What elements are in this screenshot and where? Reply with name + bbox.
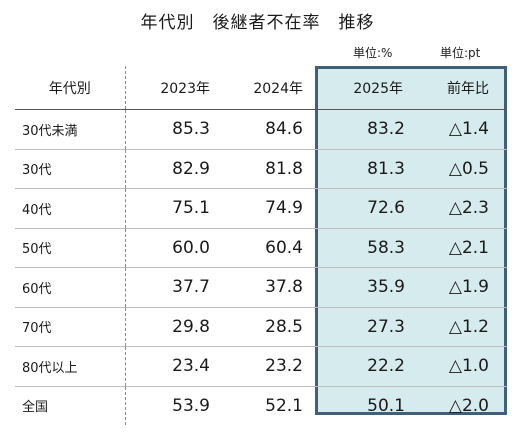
header-2023: 2023年 — [125, 66, 222, 110]
yoy-change-cell: △2.1 — [415, 228, 507, 268]
value-2023-cell: 60.0 — [125, 228, 222, 268]
value-2024-cell: 23.2 — [222, 346, 315, 387]
unit-percent-label: 単位:% — [353, 46, 393, 60]
value-2024-cell: 52.1 — [265, 395, 303, 416]
yoy-change-cell: △1.0 — [415, 346, 507, 387]
successor-absence-table: 年代別 2023年 2024年 2025年 前年比 30代未満 85.3 84.6 8… — [15, 66, 507, 425]
value-2025-cell: 72.6 — [315, 188, 415, 229]
value-2025-cell: 58.3 — [315, 228, 415, 268]
age-cell: 80代以上 — [15, 346, 126, 387]
header-row: 年代別 2023年 2024年 2025年 前年比 — [15, 66, 507, 110]
value-2023-cell: 37.7 — [125, 267, 222, 308]
table-row: 50代 60.0 60.4 58.3 △2.1 — [15, 228, 507, 268]
age-cell: 70代 — [15, 307, 126, 347]
value-2023-cell: 85.3 — [125, 109, 222, 150]
value-2025-cell: 35.9 — [315, 267, 415, 308]
table-row: 70代 29.8 28.5 27.3 △1.2 — [15, 307, 507, 347]
value-2024-cell: 81.8 — [222, 149, 315, 189]
age-cell: 全国 — [15, 386, 126, 425]
unit-point-label: 単位:pt — [440, 46, 481, 60]
yoy-change-cell: △1.4 — [415, 109, 507, 150]
value-2024-cell: 60.4 — [222, 228, 315, 268]
value-2023-cell: 23.4 — [125, 346, 222, 387]
value-2025-cell: 22.2 — [315, 346, 415, 387]
value-2024-cell: 28.5 — [222, 307, 315, 347]
value-2025-cell: 50.1 — [367, 395, 405, 416]
table-row: 30代未満 85.3 84.6 83.2 △1.4 — [15, 109, 507, 150]
table-row: 全国 53.9 52.1 50.1 △2.0 — [15, 386, 507, 425]
value-2023-cell: 75.1 — [125, 188, 222, 229]
table-row: 30代 82.9 81.8 81.3 △0.5 — [15, 149, 507, 189]
value-2024-cell: 84.6 — [222, 109, 315, 150]
age-cell: 30代 — [15, 149, 126, 189]
value-2025-cell: 83.2 — [315, 109, 415, 150]
value-2023-cell: 53.9 — [172, 395, 210, 416]
value-2024-cell: 37.8 — [222, 267, 315, 308]
value-2025-cell: 81.3 — [315, 149, 415, 189]
table-row: 80代以上 23.4 23.2 22.2 △1.0 — [15, 346, 507, 387]
age-cell: 40代 — [15, 188, 126, 229]
header-2024: 2024年 — [222, 66, 315, 110]
value-2023-cell: 82.9 — [125, 149, 222, 189]
header-2025: 2025年 — [315, 66, 415, 110]
age-cell: 50代 — [15, 228, 126, 268]
table-row: 40代 75.1 74.9 72.6 △2.3 — [15, 188, 507, 229]
header-yoy: 前年比 — [415, 66, 507, 110]
yoy-change-cell: △0.5 — [415, 149, 507, 189]
value-2025-cell: 27.3 — [315, 307, 415, 347]
yoy-change-cell: △1.9 — [415, 267, 507, 308]
age-cell: 30代未満 — [15, 109, 126, 150]
yoy-change-cell: △2.3 — [415, 188, 507, 229]
yoy-change-cell: △2.0 — [448, 395, 489, 416]
table-row: 60代 37.7 37.8 35.9 △1.9 — [15, 267, 507, 308]
yoy-change-cell: △1.2 — [415, 307, 507, 347]
age-cell: 60代 — [15, 267, 126, 308]
header-age: 年代別 — [15, 66, 126, 110]
table-title: 年代別 後継者不在率 推移 — [140, 13, 375, 33]
value-2024-cell: 74.9 — [222, 188, 315, 229]
value-2023-cell: 29.8 — [125, 307, 222, 347]
